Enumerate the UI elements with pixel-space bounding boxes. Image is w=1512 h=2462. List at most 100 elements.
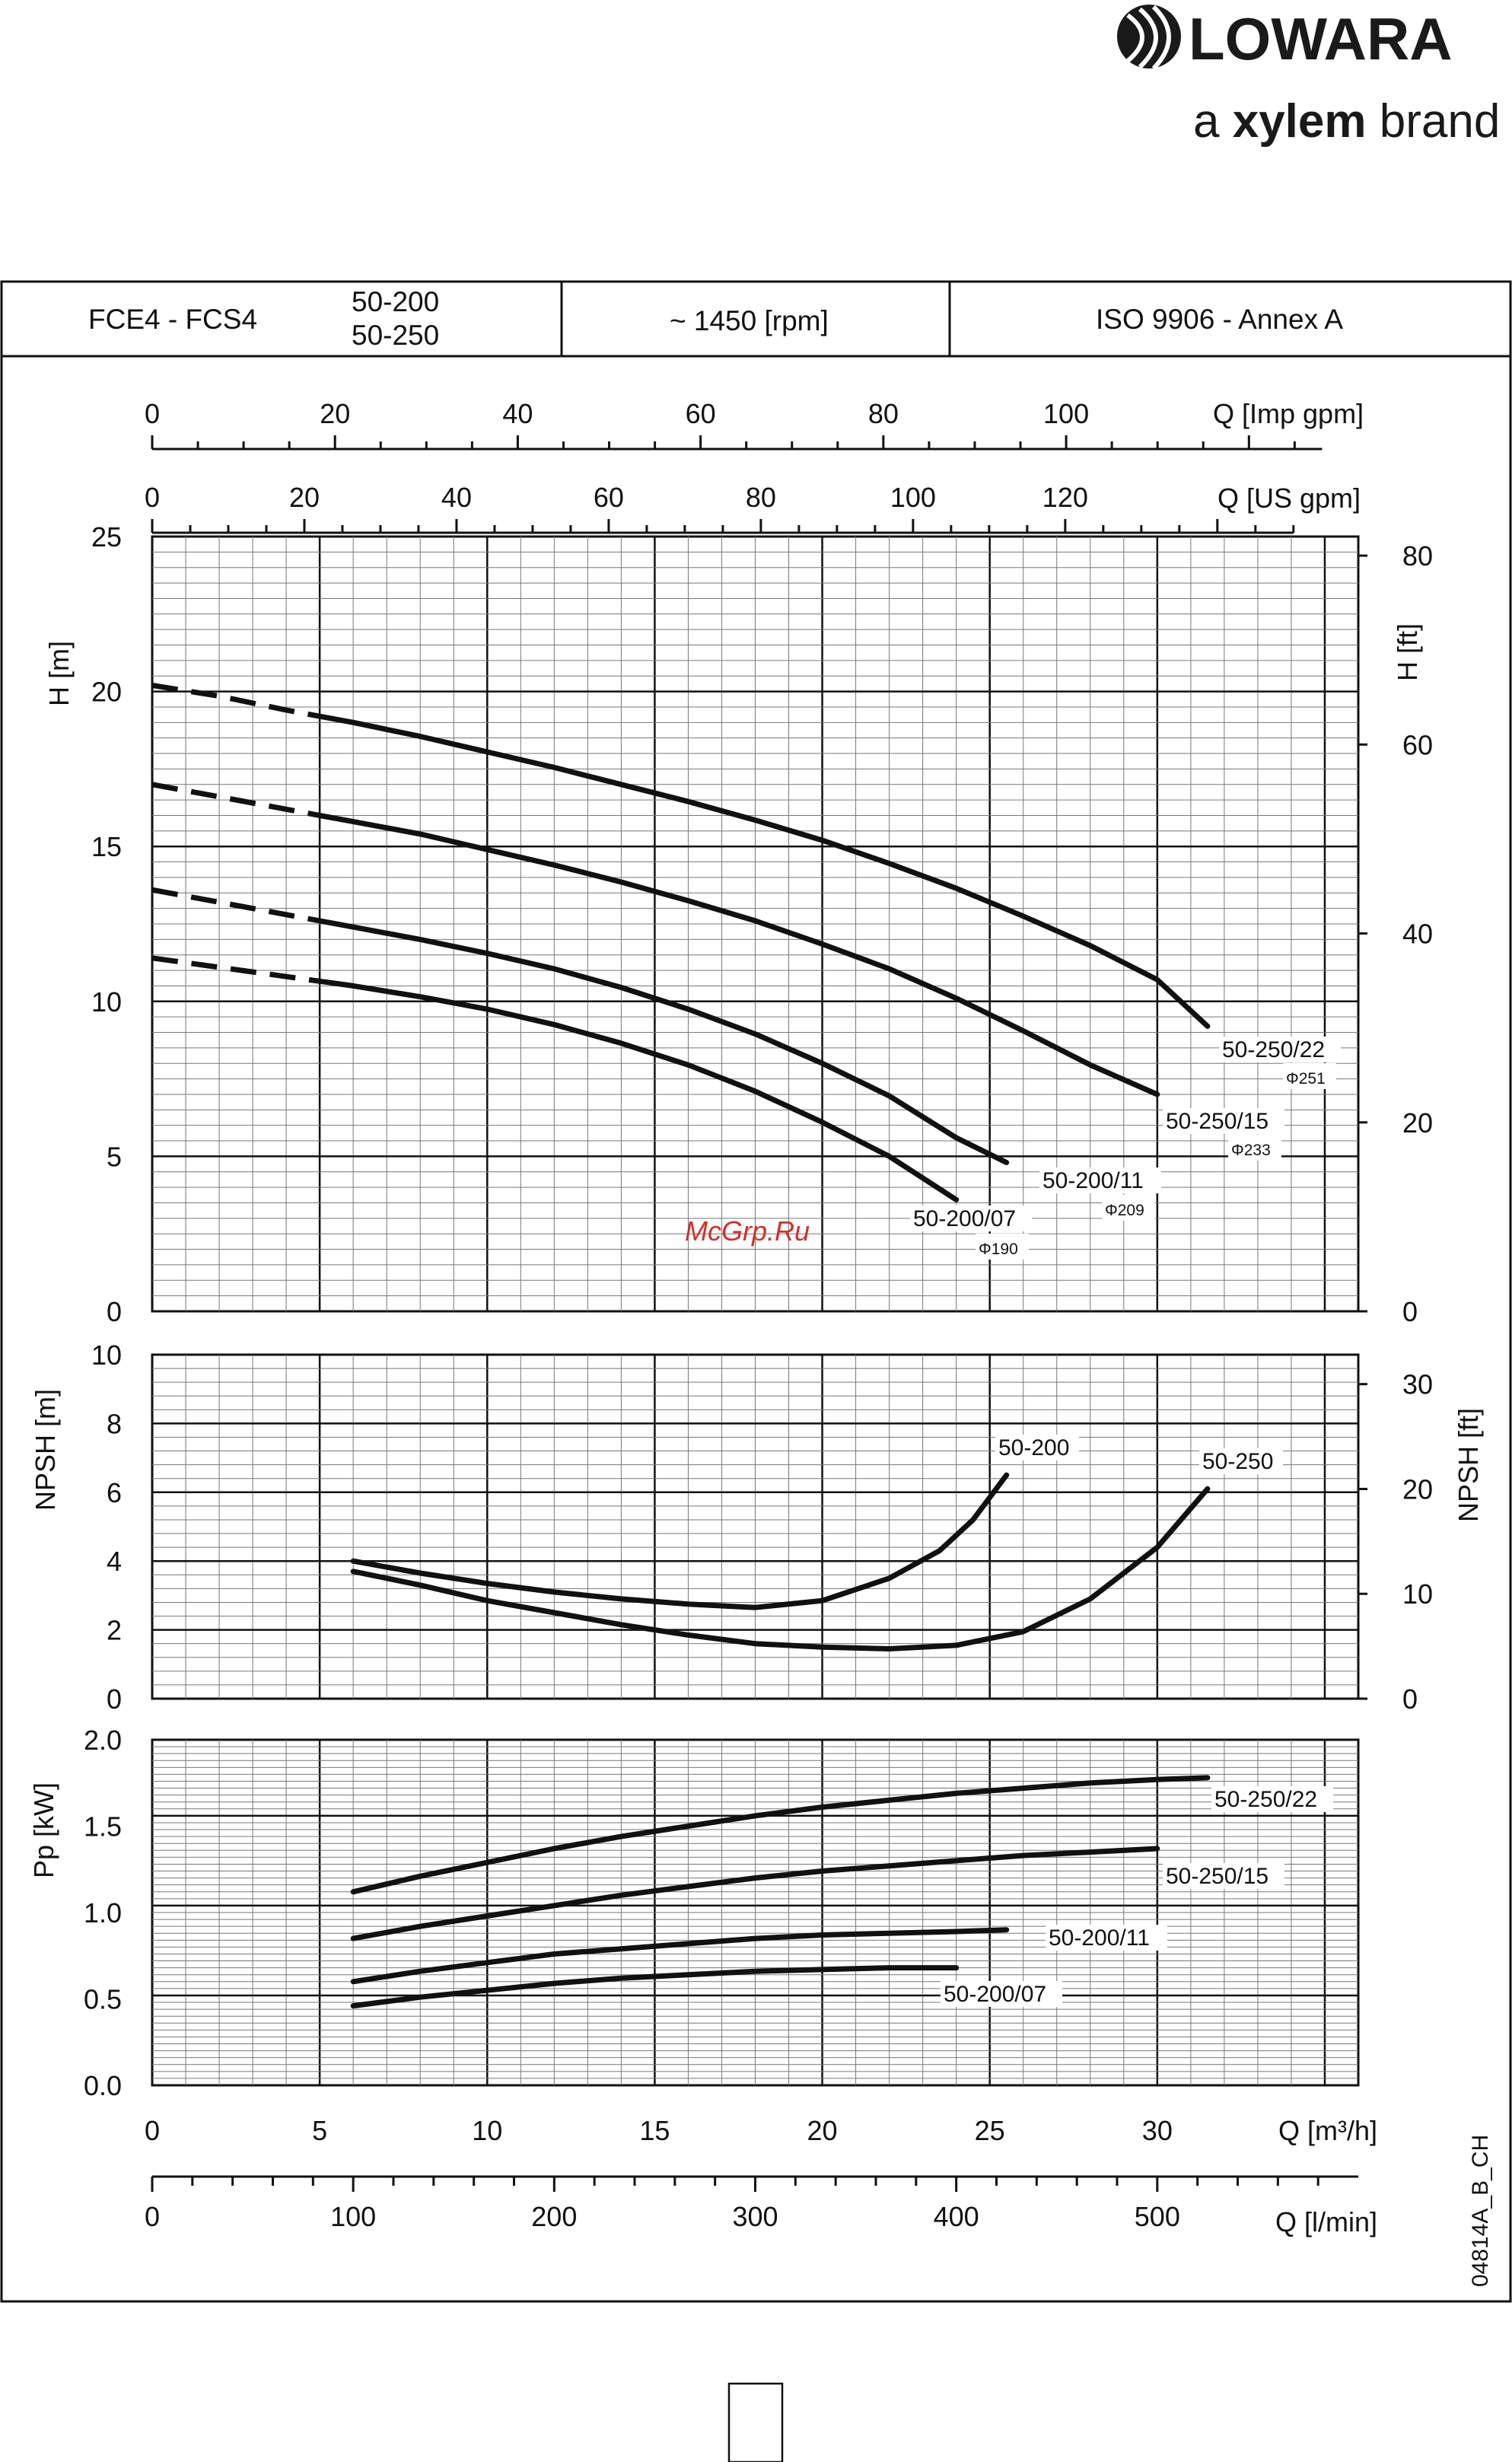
x2-tick-label: 200 [531,2201,577,2232]
head-diam-50-200-11: Φ209 [1105,1202,1144,1219]
y-tick-label: 1.5 [84,1811,122,1843]
curve-npsh-50-200 [350,1472,1010,1610]
curve-npsh-50-250 [350,1486,1211,1651]
curve-head-50-200-07 [317,978,960,1202]
y-right-tick-label: 80 [1402,540,1433,572]
power-axis-title-text: Pp [kW] [28,1782,59,1878]
y-right-tick-label: 20 [1402,1107,1433,1139]
y-right-tick-label: 30 [1402,1369,1433,1400]
power-label-50-200-11: 50-200/11 [1049,1925,1150,1951]
power-label-50-250-15-bg [1163,1863,1284,1889]
header-standard: ISO 9906 - Annex A [1096,304,1343,335]
head-label-50-250-15-bg [1163,1108,1284,1134]
x-tick-label: 5 [312,2115,327,2146]
drawing-code: 04814A_B_CH [1468,2135,1493,2287]
h-m-axis-title: H [m] [43,641,75,706]
y-right-tick-label: 0 [1402,1683,1418,1715]
curve-head-50-200-11-dashed [151,887,320,924]
y-right-tick-label: 10 [1402,1578,1433,1610]
x2-tick-label: 500 [1135,2201,1180,2232]
curve-head-50-250-15-dashed [151,782,320,818]
y-right-tick-label: 20 [1402,1473,1433,1505]
head-label-50-250-15: 50-250/15 [1166,1109,1268,1134]
x-tick-label: 20 [807,2115,838,2146]
head-diam-50-250-15-bg [1228,1135,1281,1161]
x-tick-label: 30 [1142,2115,1173,2146]
brand-tagline: a xylem brand [1193,95,1500,148]
power-label-50-200-07-bg [941,1981,1062,2007]
top-axis-tick-label: 80 [868,398,899,429]
head-diam-50-200-07: Φ190 [979,1241,1018,1258]
head-diam-50-250-15: Φ233 [1231,1142,1271,1159]
curve-power-50-250-15 [350,1846,1160,1941]
x2-tick-label: 0 [145,2201,160,2232]
power-label-50-250-22-bg [1211,1786,1333,1812]
top-axis-tick-label: 40 [502,398,533,429]
top-axis-tick-label: 20 [320,398,350,429]
brand-tagline-prefix: a [1193,95,1233,148]
y-right-tick-label: 60 [1402,729,1433,760]
head-label-50-200-11: 50-200/11 [1042,1168,1144,1193]
watermark: McGrp.Ru [685,1215,810,1247]
npsh-label-50-200: 50-200 [998,1435,1069,1460]
npsh-m-axis-title: NPSH [m] [30,1389,61,1511]
top-axis-tick-label: 0 [145,482,160,513]
npsh-label-50-200-bg [995,1435,1079,1460]
y-right-tick-label: 40 [1402,919,1433,950]
y-tick-label: 8 [107,1408,122,1439]
header-size-2: 50-250 [352,320,439,351]
head-diam-50-250-22: Φ251 [1286,1070,1326,1088]
curve-head-50-250-15 [317,813,1160,1097]
x-tick-label: 0 [145,2115,160,2146]
header-size-1: 50-200 [352,286,439,317]
top-axis-tick-label: 60 [686,398,716,429]
power-label-50-200-11-bg [1046,1925,1167,1951]
y-tick-label: 2 [107,1615,122,1646]
brand-tagline-bold: xylem [1233,95,1367,148]
head-diam-50-200-07-bg [976,1234,1029,1260]
head-label-50-250-22-bg [1219,1037,1341,1062]
head-diam-50-200-11-bg [1102,1195,1155,1221]
top-axis-tick-label: 80 [746,482,776,513]
top-axis-tick-label: 0 [145,398,160,429]
head-label-50-200-07-bg [910,1206,1032,1231]
y-tick-label: 20 [91,677,122,708]
power-axis-title: Pp [kW] [28,1782,59,1878]
y-tick-label: 2.0 [84,1725,122,1756]
npsh-label-50-250: 50-250 [1202,1449,1273,1474]
chart-curve-labels: 50-250/22 Φ251 50-250/15 Φ233 50-200/11 Φ209 5… [910,1037,1341,2007]
top-axis-tick-label: 100 [1043,398,1089,429]
chart-axes: 0510152025020406080024681001020300.00.51… [84,398,1433,2232]
curve-power-50-200-11 [350,1927,1010,1985]
x-tick-label: 10 [472,2115,502,2146]
imp-gpm-axis-title: Q [Imp gpm] [1213,398,1364,429]
y-tick-label: 25 [91,521,122,553]
x2-tick-label: 300 [732,2201,778,2232]
h-ft-axis-title: H [ft] [1392,623,1423,681]
chart-curves [151,683,1211,2009]
top-axis-tick-label: 40 [441,482,472,513]
power-label-50-250-22: 50-250/22 [1214,1787,1317,1812]
curve-head-50-250-22 [317,713,1211,1029]
y-tick-label: 15 [91,831,122,862]
y-tick-label: 0 [107,1683,122,1715]
y-right-tick-label: 0 [1402,1296,1418,1327]
npsh-ft-axis-title: NPSH [ft] [1453,1408,1484,1522]
top-axis-tick-label: 20 [289,482,320,513]
lowara-stripes-logo-icon [1117,5,1181,71]
x2-tick-label: 100 [330,2201,376,2232]
y-tick-label: 10 [91,986,122,1018]
y-tick-label: 0.0 [84,2070,122,2101]
y-tick-label: 0.5 [84,1984,122,2015]
y-tick-label: 5 [107,1141,122,1172]
x-tick-label: 25 [975,2115,1005,2146]
x-tick-label: 15 [639,2115,670,2146]
npsh-label-50-250-bg [1199,1448,1283,1474]
chart-grids [151,535,1360,2087]
head-label-50-200-07: 50-200/07 [913,1206,1016,1231]
curve-power-50-250-22 [350,1775,1211,1895]
y-tick-label: 10 [91,1339,122,1371]
top-axis-tick-label: 100 [890,482,936,513]
power-label-50-200-07: 50-200/07 [944,1982,1046,2007]
